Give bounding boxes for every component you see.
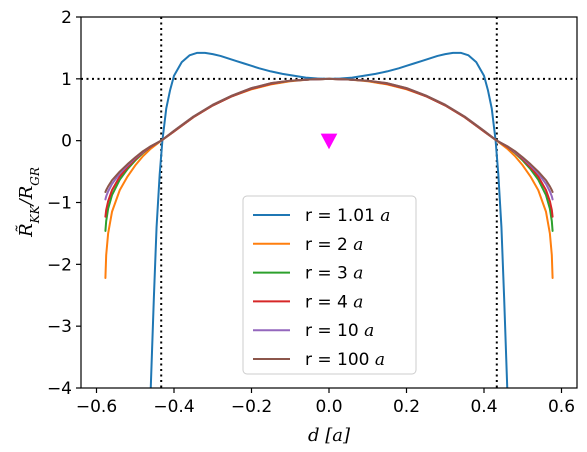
x-tick-label: −0.6 — [76, 397, 117, 417]
tick-marks: −0.6 −0.4 −0.2 0.0 0.2 0.4 0.6 −4 −3 −2 −1 0 1 2 — [47, 8, 575, 417]
x-tick-label: 0.4 — [470, 397, 497, 417]
y-axis-label: R̃KK/RGR — [15, 167, 42, 238]
series-lines — [104, 51, 554, 388]
y-tick-label: −3 — [47, 317, 72, 337]
x-tick-label: −0.4 — [153, 397, 194, 417]
x-tick-label: 0.0 — [315, 397, 342, 417]
x-axis-label: d [a] — [308, 425, 351, 446]
marker-triangle — [320, 133, 338, 150]
y-tick-label: 1 — [61, 70, 72, 90]
legend-label-1: r = 1.01 a — [305, 206, 390, 226]
y-tick-label: 2 — [61, 8, 72, 28]
marker-layer — [320, 133, 338, 150]
x-tick-label: 0.2 — [393, 397, 420, 417]
x-tick-label: 0.6 — [548, 397, 575, 417]
y-tick-label: −1 — [47, 194, 72, 214]
legend: r = 1.01 a r = 2 a r = 3 a r = 4 a r = 10 a r… — [242, 195, 417, 375]
x-tick-label: −0.2 — [231, 397, 272, 417]
y-tick-label: −4 — [47, 379, 72, 399]
y-tick-label: −2 — [47, 255, 72, 275]
legend-label-5: r = 10 a — [305, 321, 374, 341]
legend-label-4: r = 4 a — [305, 292, 363, 312]
legend-label-2: r = 2 a — [305, 235, 363, 255]
y-tick-label: 0 — [61, 132, 72, 152]
legend-entries: r = 1.01 a r = 2 a r = 3 a r = 4 a r = 10 a r… — [253, 206, 390, 370]
series-line-6 — [104, 77, 554, 193]
legend-label-6: r = 100 a — [305, 350, 385, 370]
legend-label-3: r = 3 a — [305, 264, 363, 284]
